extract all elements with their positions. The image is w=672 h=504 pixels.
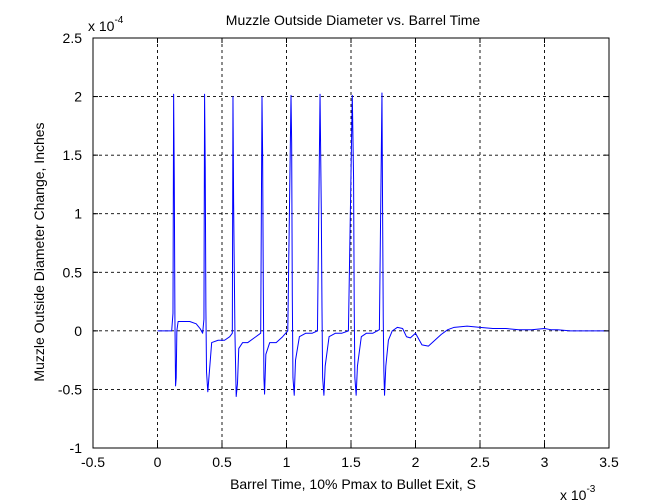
plot-area: [92, 37, 610, 449]
x-tick-label: 3.5: [599, 454, 619, 470]
x-tick-label: 2: [412, 454, 420, 470]
x-tick-label: 1: [283, 454, 291, 470]
x-tick-label: -0.5: [81, 454, 105, 470]
y-axis-multiplier-exponent: -4: [114, 15, 123, 26]
y-tick-label: 2.5: [63, 30, 83, 46]
x-tick-label: 3: [541, 454, 549, 470]
y-tick-label: 2: [74, 89, 82, 105]
x-tick-label: 1.5: [341, 454, 361, 470]
x-axis-label: Barrel Time, 10% Pmax to Bullet Exit, S: [230, 476, 476, 492]
x-tick-label: 0: [154, 454, 162, 470]
y-tick-label: 1.5: [63, 147, 83, 163]
series-line-1: [157, 92, 609, 397]
y-axis-multiplier: x 10-4: [88, 15, 124, 34]
x-tick-label: 2.5: [470, 454, 490, 470]
x-axis-multiplier-exponent: -3: [586, 484, 595, 495]
x-axis-multiplier-base: x 10: [560, 487, 587, 503]
x-tick-labels: -0.5 0 0.5 1 1.5 2 2.5 3 3.5: [81, 454, 619, 470]
y-tick-label: 0: [74, 323, 82, 339]
x-tick-label: 0.5: [212, 454, 232, 470]
y-tick-labels: -1 -0.5 0 0.5 1 1.5 2 2.5: [58, 30, 82, 456]
y-tick-label: -1: [70, 440, 83, 456]
y-tick-label: 1: [74, 206, 82, 222]
tick-marks: [92, 37, 610, 449]
chart-title: Muzzle Outside Diameter vs. Barrel Time: [226, 12, 481, 28]
y-tick-label: -0.5: [58, 381, 82, 397]
x-axis-multiplier: x 10-3: [560, 484, 596, 503]
y-axis-multiplier-base: x 10: [88, 18, 115, 34]
y-axis-label: Muzzle Outside Diameter Change, Inches: [31, 122, 47, 381]
series-layer: [157, 92, 609, 397]
y-tick-label: 0.5: [63, 264, 83, 280]
